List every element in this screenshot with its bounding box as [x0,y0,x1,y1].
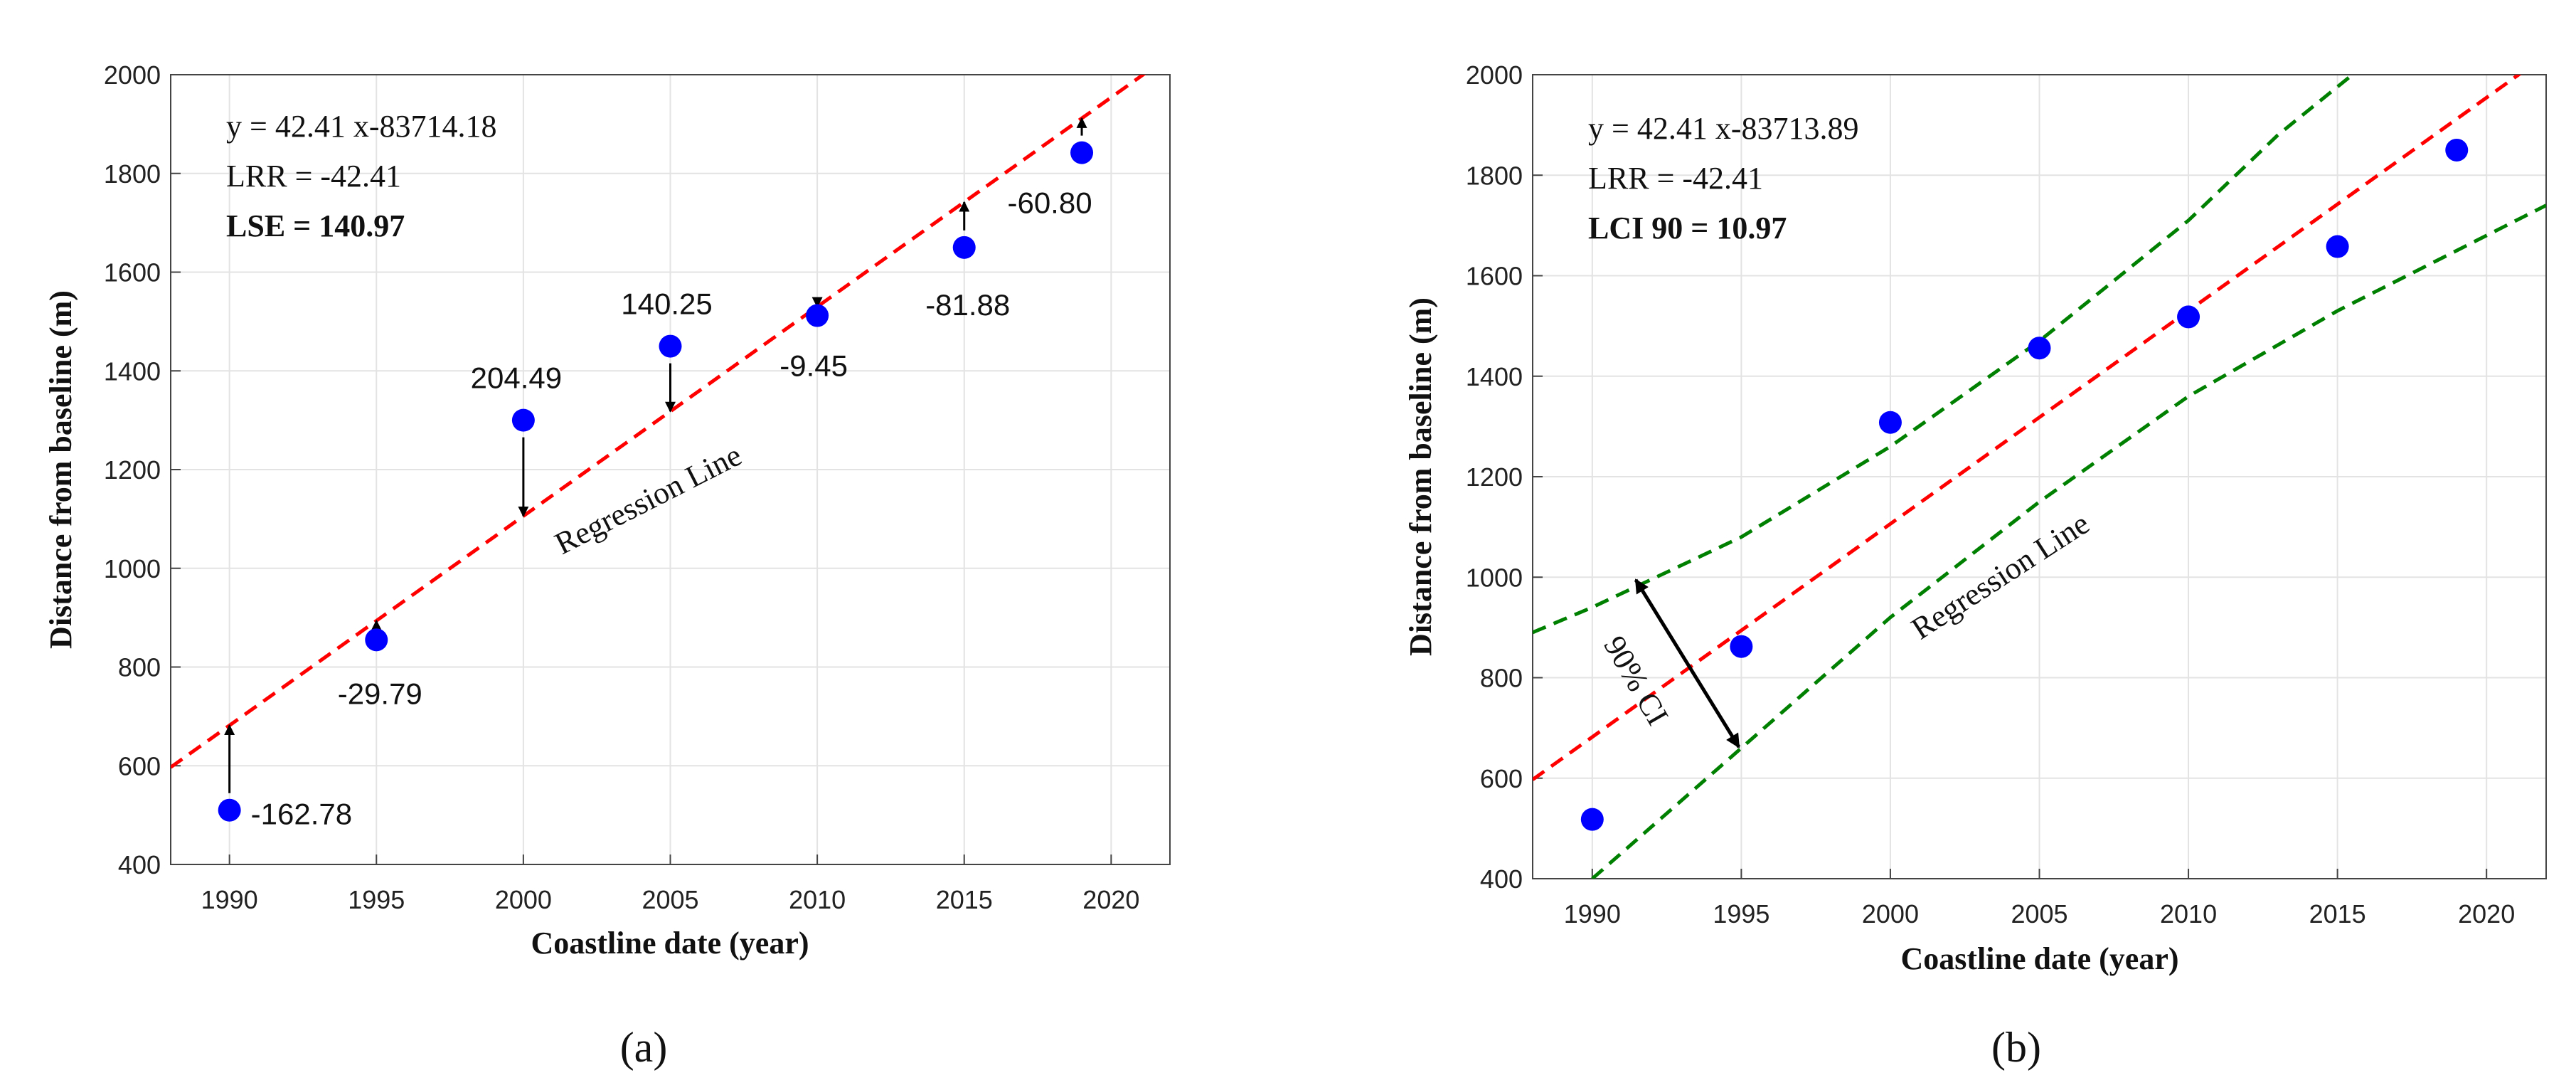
ci-upper-line-b [1533,75,2354,635]
x-tick-label: 2015 [936,885,993,914]
data-points-b [1580,138,2469,831]
caption-b: (b) [1991,1024,2041,1071]
grid-b [1533,74,2546,879]
chart-panel-a: 1990 1995 2000 2005 2010 2015 2020 400 600 800 100… [43,60,1171,1071]
y-tick-label: 1200 [104,455,161,485]
x-tick-label: 2005 [642,885,698,914]
x-tick-label: 2010 [789,885,846,914]
ci-label-b: 90% CI [1597,630,1675,731]
residual-label: -162.78 [251,798,352,831]
residual-label: -9.45 [779,349,848,383]
y-tick-label: 1600 [1466,262,1523,291]
x-tick-label: 1995 [1713,899,1769,928]
residual-arrows-a: -162.78 -29.79 204.49 140.25 -9.45 -81.88 -60.… [224,117,1092,831]
residual-label: -60.80 [1007,186,1092,220]
plot-frame-a [170,74,1171,865]
caption-a: (a) [620,1024,668,1071]
y-tick-label: 2000 [1466,60,1523,90]
y-tick-label: 1200 [1466,462,1523,492]
residual-label: -29.79 [338,677,422,710]
data-point [952,236,976,259]
y-tick-label: 800 [1480,664,1523,693]
x-tick-label: 2000 [1862,899,1919,928]
data-point [2326,235,2349,258]
data-point [2445,138,2469,162]
lrr-a: LRR = -42.41 [226,159,401,194]
lci-b: LCI 90 = 10.97 [1588,211,1787,245]
x-tick-label: 2010 [2160,899,2217,928]
y-tick-label: 1000 [1466,563,1523,592]
data-point [365,628,388,652]
chart-panel-b: 1990 1995 2000 2005 2010 2015 2020 400 600 800 100… [1403,60,2547,1071]
y-tick-label: 1400 [104,356,161,386]
data-point [218,798,241,822]
y-tick-label: 2000 [104,60,161,90]
equation-b: y = 42.41 x-83713.89 [1588,111,1858,146]
regression-label-a: Regression Line [549,438,747,561]
x-tick-label: 2015 [2309,899,2366,928]
axis-ticks-a: 1990 1995 2000 2005 2010 2015 2020 400 600 800 100… [104,60,1139,914]
residual-label: 204.49 [471,361,562,395]
x-tick-label: 2000 [495,885,552,914]
x-tick-label: 2020 [2458,899,2515,928]
residual-label: 140.25 [621,287,712,321]
data-point [2028,337,2051,360]
data-point [1580,808,1604,831]
regression-label-b: Regression Line [1905,506,2096,646]
data-point [1730,635,1753,658]
x-axis-label-a: Coastline date (year) [531,926,809,961]
data-point [1878,411,1902,434]
x-tick-label: 1990 [201,885,258,914]
y-tick-label: 1000 [104,554,161,583]
y-tick-label: 1400 [1466,362,1523,391]
x-axis-label-b: Coastline date (year) [1900,941,2178,976]
data-point [1070,141,1094,164]
data-points-a [218,141,1094,822]
data-point [659,334,682,358]
y-axis-label-a: Distance from baseline (m) [43,290,78,649]
y-tick-label: 400 [118,850,161,879]
data-point [806,304,829,327]
y-tick-label: 800 [118,653,161,682]
y-tick-label: 1800 [1466,161,1523,190]
data-point [2177,305,2200,329]
lse-a: LSE = 140.97 [226,208,405,243]
x-tick-label: 2020 [1082,885,1139,914]
residual-label: -81.88 [925,288,1010,322]
y-tick-label: 1600 [104,258,161,287]
lrr-b: LRR = -42.41 [1588,161,1763,196]
x-tick-label: 1995 [348,885,405,914]
ci-lower-line-b [1591,203,2546,879]
x-tick-label: 2005 [2011,899,2067,928]
y-tick-label: 600 [118,751,161,781]
y-axis-label-b: Distance from baseline (m) [1403,297,1438,656]
ci-width-arrow-b [1634,578,1741,748]
y-tick-label: 1800 [104,159,161,189]
data-point [511,408,535,432]
plot-frame-b [1532,74,2547,879]
axis-ticks-b: 1990 1995 2000 2005 2010 2015 2020 400 600 800 100… [1466,60,2515,928]
equation-a: y = 42.41 x-83714.18 [226,109,496,144]
y-tick-label: 400 [1480,864,1523,894]
x-tick-label: 1990 [1564,899,1621,928]
y-tick-label: 600 [1480,764,1523,793]
